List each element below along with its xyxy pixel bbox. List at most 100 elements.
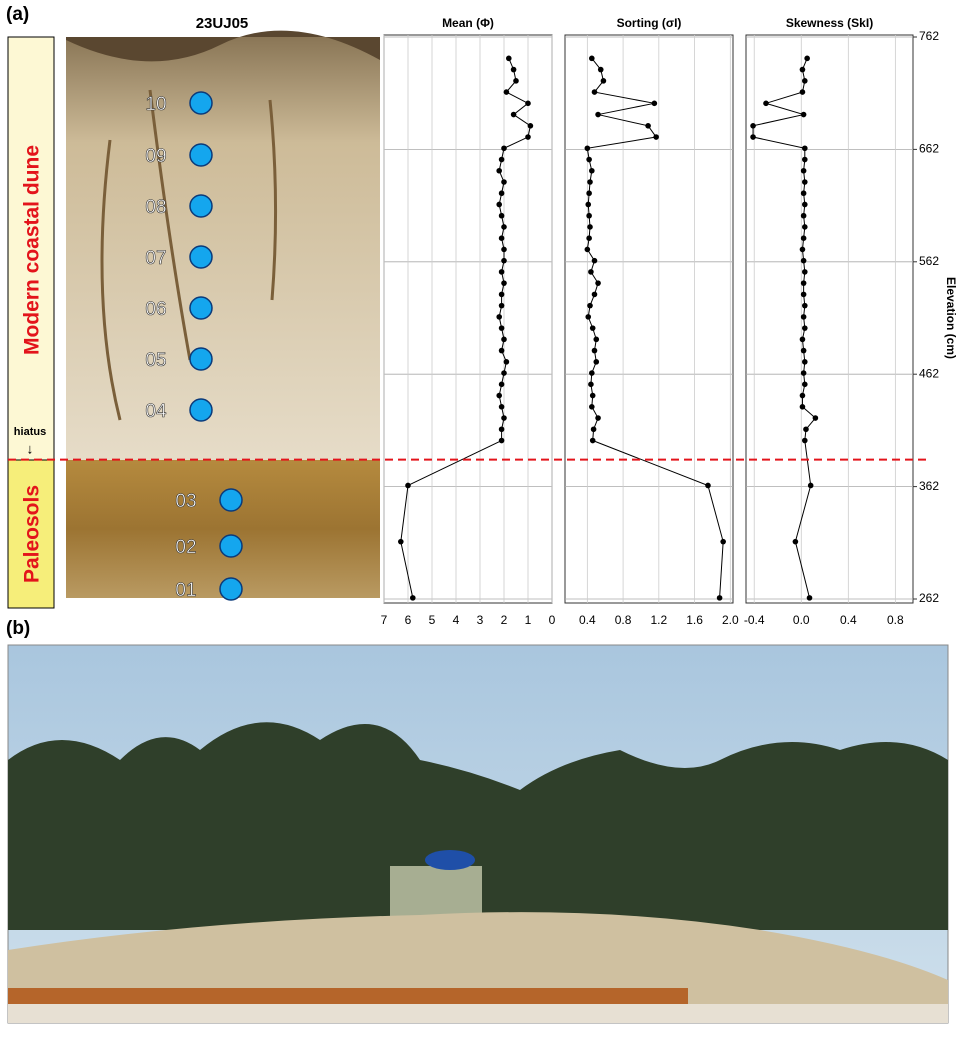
data-point <box>813 415 819 421</box>
data-point <box>501 247 507 253</box>
sample-dot <box>220 535 242 557</box>
hiatus-arrow: ↓ <box>27 441 34 457</box>
data-point <box>801 213 807 219</box>
data-point <box>720 539 726 545</box>
sample-dot <box>190 92 212 114</box>
data-point <box>804 56 810 62</box>
sample-dot <box>190 297 212 319</box>
data-point <box>801 292 807 298</box>
data-point <box>504 359 510 365</box>
data-point <box>589 168 595 174</box>
data-point <box>501 370 507 376</box>
sample-dot <box>190 195 212 217</box>
data-point <box>586 190 592 196</box>
data-point <box>801 280 807 286</box>
data-point <box>496 314 502 320</box>
section-title: 23UJ05 <box>196 15 249 32</box>
data-point <box>593 337 599 343</box>
plot-frame <box>746 35 913 603</box>
data-point <box>645 123 651 129</box>
data-point <box>501 258 507 264</box>
y-axis-title: Elevation (cm) <box>944 277 958 359</box>
data-point <box>802 145 808 151</box>
data-point <box>590 393 596 399</box>
photo-dune <box>66 37 380 460</box>
data-point <box>801 190 807 196</box>
x-tick-label: 6 <box>405 613 412 627</box>
photo-paleosol <box>66 460 380 598</box>
x-tick-label: 2 <box>501 613 508 627</box>
data-point <box>601 78 607 84</box>
data-point <box>800 393 806 399</box>
x-tick-label: -0.4 <box>744 613 765 627</box>
data-point <box>801 168 807 174</box>
data-point <box>525 134 531 140</box>
photo-tank <box>425 850 475 870</box>
sample-label: 01 <box>175 580 196 601</box>
y-tick-label: 262 <box>919 591 939 605</box>
data-point <box>652 101 658 107</box>
data-point <box>717 595 723 601</box>
data-point <box>802 269 808 275</box>
data-point <box>592 258 598 264</box>
x-tick-label: 3 <box>477 613 484 627</box>
x-tick-label: 1 <box>525 613 532 627</box>
data-point <box>802 179 808 185</box>
data-point <box>800 404 806 410</box>
data-point <box>705 483 711 489</box>
sample-label: 03 <box>175 491 196 512</box>
data-point <box>501 280 507 286</box>
data-point <box>802 224 808 230</box>
photo-paleosol-b <box>8 988 688 1004</box>
chart-title: Skewness (SkI) <box>786 16 873 30</box>
data-point <box>405 483 411 489</box>
data-point <box>504 89 510 95</box>
data-point <box>499 325 505 331</box>
sample-label: 10 <box>145 94 166 115</box>
x-tick-label: 4 <box>453 613 460 627</box>
data-point <box>801 235 807 241</box>
data-point <box>800 247 806 253</box>
data-point <box>588 382 594 388</box>
data-point <box>501 337 507 343</box>
data-point <box>499 438 505 444</box>
data-point <box>793 539 799 545</box>
data-point <box>590 438 596 444</box>
y-tick-label: 662 <box>919 142 939 156</box>
data-point <box>589 56 595 62</box>
x-tick-label: 1.2 <box>650 613 667 627</box>
data-point <box>587 224 593 230</box>
data-point <box>496 168 502 174</box>
data-point <box>499 404 505 410</box>
data-point <box>586 157 592 163</box>
x-tick-label: 5 <box>429 613 436 627</box>
data-point <box>585 247 591 253</box>
x-tick-label: 0.0 <box>793 613 810 627</box>
data-point <box>585 202 591 208</box>
plot-frame <box>384 35 552 603</box>
data-point <box>398 539 404 545</box>
data-point <box>595 112 601 118</box>
data-point <box>587 303 593 309</box>
sample-dot <box>190 246 212 268</box>
data-point <box>590 325 596 331</box>
data-point <box>800 89 806 95</box>
x-tick-label: 0.4 <box>840 613 857 627</box>
data-point <box>800 337 806 343</box>
sample-dot <box>220 578 242 600</box>
data-point <box>592 348 598 354</box>
data-point <box>598 67 604 73</box>
data-point <box>589 404 595 410</box>
data-point <box>802 359 808 365</box>
data-point <box>592 89 598 95</box>
y-tick-label: 462 <box>919 366 939 380</box>
panel-label: (a) <box>6 4 29 25</box>
data-point <box>499 303 505 309</box>
data-point <box>800 67 806 73</box>
data-point <box>763 101 769 107</box>
data-point <box>499 213 505 219</box>
data-point <box>591 426 597 432</box>
data-point <box>585 145 591 151</box>
y-tick-label: 762 <box>919 29 939 43</box>
data-point <box>750 134 756 140</box>
